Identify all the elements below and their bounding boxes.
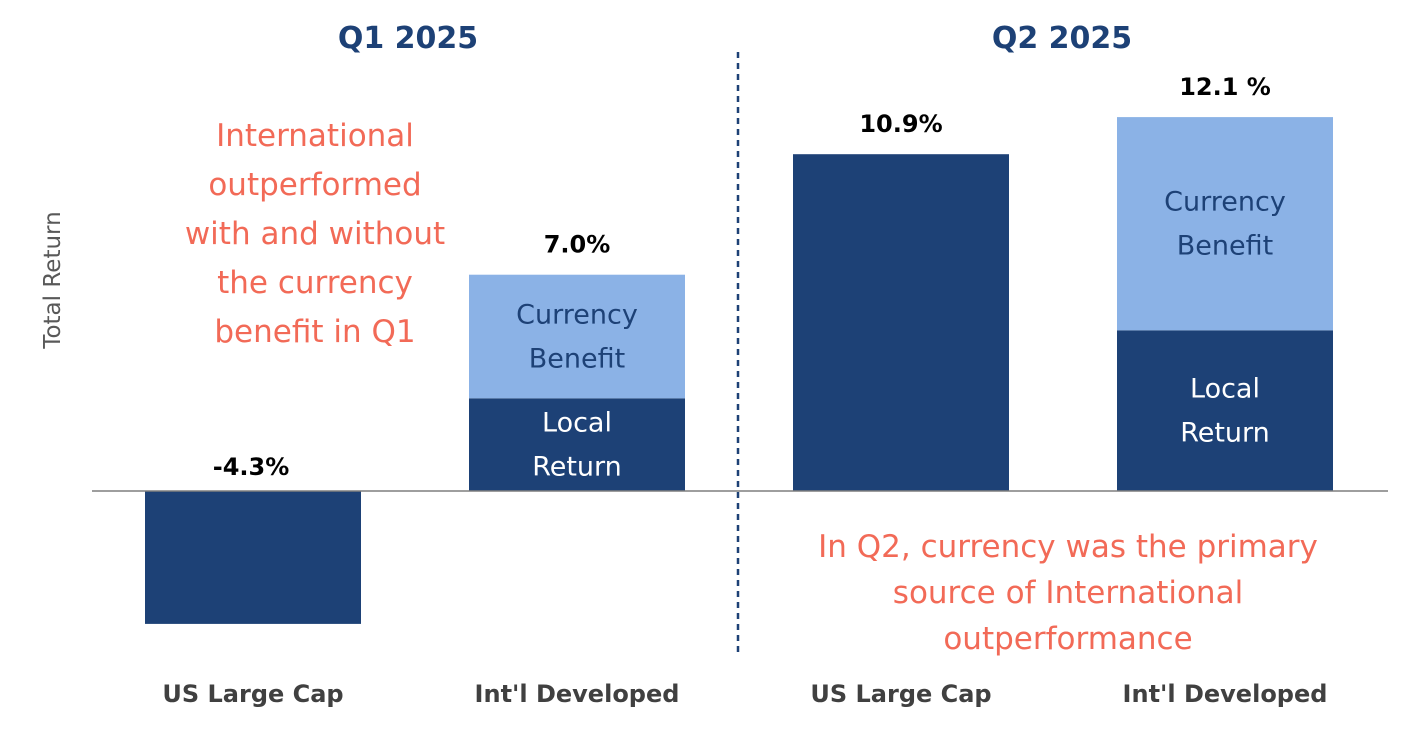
annotation-line: outperformance bbox=[943, 621, 1192, 657]
segment-label: Local Return bbox=[1180, 374, 1270, 449]
segment-label: Currency Benefit bbox=[516, 300, 638, 375]
segment-label-line: Benefit bbox=[529, 344, 625, 375]
segment-label-line: Local bbox=[542, 408, 612, 439]
segment-label: Currency Benefit bbox=[1164, 187, 1286, 262]
segment-label: Local Return bbox=[532, 408, 622, 483]
segment-label-line: Local bbox=[1190, 374, 1260, 405]
segment-label-line: Return bbox=[532, 452, 622, 483]
bar-segment-local-return bbox=[469, 398, 685, 491]
annotation-line: outperformed bbox=[208, 167, 421, 203]
bar-segment-local-return bbox=[793, 154, 1009, 491]
segment-label-line: Currency bbox=[1164, 187, 1286, 218]
annotation-line: the currency bbox=[217, 265, 413, 301]
bar-segment-local-return bbox=[145, 491, 361, 624]
bar-value-label: 10.9% bbox=[859, 110, 942, 138]
panel-title: Q1 2025 bbox=[338, 21, 478, 56]
segment-label-line: Return bbox=[1180, 418, 1270, 449]
annotation-line: benefit in Q1 bbox=[214, 314, 415, 350]
category-label: US Large Cap bbox=[810, 680, 991, 708]
annotation-line: In Q2, currency was the primary bbox=[818, 529, 1318, 565]
annotation-text: In Q2, currency was the primary source of… bbox=[818, 529, 1318, 657]
category-label: Int'l Developed bbox=[475, 680, 680, 708]
annotation-text: International outperformed with and withou… bbox=[185, 118, 445, 350]
segment-label-line: Benefit bbox=[1177, 231, 1273, 262]
category-label: Int'l Developed bbox=[1123, 680, 1328, 708]
bar-segment-currency-benefit bbox=[469, 274, 685, 399]
category-label: US Large Cap bbox=[162, 680, 343, 708]
bar-value-label: -4.3% bbox=[213, 453, 290, 481]
annotation-line: source of International bbox=[893, 575, 1243, 611]
y-axis-label: Total Return bbox=[40, 211, 66, 349]
segment-label-line: Currency bbox=[516, 300, 638, 331]
annotation-line: with and without bbox=[185, 216, 445, 252]
bar-value-label: 12.1 % bbox=[1179, 73, 1271, 101]
panel-title: Q2 2025 bbox=[992, 21, 1132, 56]
bar-value-label: 7.0% bbox=[544, 231, 611, 259]
labels-layer: Q1 2025 -4.3% US Large Cap Local Return Curre… bbox=[162, 21, 1327, 708]
bar-segment-currency-benefit bbox=[1117, 117, 1333, 331]
annotation-line: International bbox=[216, 118, 414, 154]
bars-layer bbox=[145, 117, 1333, 624]
bar-segment-local-return bbox=[1117, 330, 1333, 491]
